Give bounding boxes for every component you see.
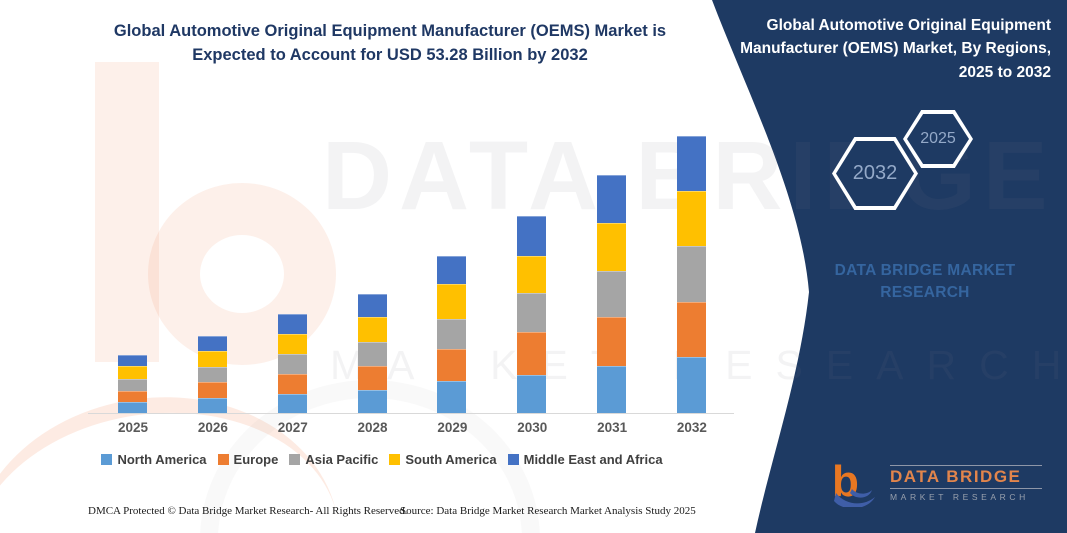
- bar-segment-north-america-2030: [517, 374, 547, 413]
- bar-segment-europe-2029: [437, 349, 467, 382]
- x-axis-label-2026: 2026: [197, 420, 228, 435]
- bar-segment-europe-2025: [118, 390, 147, 402]
- bar-segment-north-america-2032: [676, 356, 706, 413]
- bar-segment-middle-east-and-africa-2030: [517, 215, 547, 256]
- bar-segment-south-america-2029: [437, 284, 467, 319]
- bar-column-2025: [118, 355, 147, 413]
- bar-segment-middle-east-and-africa-2026: [197, 335, 227, 351]
- bar-segment-south-america-2031: [597, 223, 627, 271]
- footer-copyright: DMCA Protected © Data Bridge Market Rese…: [88, 505, 408, 517]
- bar-column-2028: [357, 293, 387, 413]
- legend-label-middle-east-and-africa: Middle East and Africa: [523, 452, 663, 467]
- logo-divider-top: [890, 464, 1042, 466]
- bar-segment-south-america-2032: [676, 190, 706, 247]
- legend-swatch-europe: [217, 454, 229, 465]
- legend-swatch-north-america: [101, 454, 113, 465]
- x-axis-label-2032: 2032: [676, 420, 707, 435]
- legend-item-asia-pacific: Asia Pacific: [289, 452, 378, 467]
- x-axis-label-2031: 2031: [597, 420, 628, 435]
- bar-segment-middle-east-and-africa-2029: [437, 255, 467, 285]
- data-bridge-logo-icon: b: [832, 459, 875, 507]
- legend-label-europe: Europe: [233, 452, 279, 467]
- bar-segment-middle-east-and-africa-2032: [676, 135, 706, 191]
- legend-item-europe: Europe: [217, 452, 279, 467]
- bar-segment-asia-pacific-2027: [277, 354, 307, 375]
- company-logo: b DATA BRIDGE MARKET RESEARCH: [830, 459, 1042, 507]
- bar-segment-asia-pacific-2026: [197, 366, 227, 383]
- bar-segment-middle-east-and-africa-2028: [357, 293, 387, 318]
- legend-swatch-middle-east-and-africa: [507, 454, 519, 465]
- bar-column-2026: [197, 335, 227, 413]
- bar-column-2032: [676, 135, 706, 413]
- legend-item-south-america: South America: [389, 452, 497, 467]
- bar-column-2031: [597, 174, 627, 413]
- logo-title: DATA BRIDGE: [890, 466, 1022, 486]
- bar-segment-south-america-2028: [357, 317, 387, 342]
- bar-segment-south-america-2030: [517, 255, 547, 293]
- bar-segment-north-america-2028: [357, 389, 387, 413]
- bar-segment-europe-2026: [197, 382, 227, 398]
- stacked-bar-chart: [88, 135, 734, 414]
- logo-divider-bottom: [890, 487, 1042, 489]
- bar-segment-north-america-2025: [118, 401, 147, 413]
- legend-label-north-america: North America: [117, 452, 207, 467]
- bar-segment-asia-pacific-2025: [118, 379, 147, 391]
- bar-segment-south-america-2027: [277, 333, 307, 355]
- legend-label-asia-pacific: Asia Pacific: [305, 452, 379, 467]
- legend-item-north-america: North America: [101, 452, 207, 467]
- x-axis-label-2027: 2027: [277, 420, 308, 435]
- bar-segment-north-america-2031: [597, 366, 627, 413]
- x-axis-labels: 2025 2026 2027 2028 2029 2030 2031 2032: [88, 420, 734, 435]
- bar-segment-europe-2031: [597, 317, 627, 367]
- logo-subtitle: MARKET RESEARCH: [890, 491, 1029, 502]
- bar-segment-europe-2027: [277, 374, 307, 394]
- bar-column-2030: [517, 215, 547, 413]
- hexagon-year-2025-label: 2025: [920, 130, 956, 147]
- bar-segment-asia-pacific-2028: [357, 341, 387, 366]
- legend-label-south-america: South America: [405, 452, 497, 467]
- legend-swatch-south-america: [389, 454, 401, 465]
- bar-segment-north-america-2029: [437, 381, 467, 413]
- legend-swatch-asia-pacific: [289, 454, 301, 465]
- bar-segment-asia-pacific-2032: [676, 246, 706, 302]
- x-axis-label-2029: 2029: [437, 420, 468, 435]
- footer-source: Source: Data Bridge Market Research Mark…: [400, 505, 696, 517]
- panel-brand-text: DATA BRIDGE MARKET RESEARCH: [834, 262, 1016, 302]
- bar-segment-middle-east-and-africa-2025: [118, 355, 147, 367]
- bar-segment-europe-2032: [676, 301, 706, 357]
- chart-legend: North America Europe Asia Pacific South Ame…: [88, 452, 676, 467]
- hexagon-year-2032-label: 2032: [852, 162, 898, 184]
- x-axis-label-2025: 2025: [118, 420, 149, 435]
- bar-segment-middle-east-and-africa-2031: [597, 174, 627, 224]
- bar-segment-middle-east-and-africa-2027: [277, 314, 307, 334]
- legend-item-middle-east-and-africa: Middle East and Africa: [507, 452, 663, 467]
- bar-segment-asia-pacific-2030: [517, 292, 547, 332]
- bar-column-2027: [277, 314, 307, 413]
- bar-segment-europe-2028: [357, 365, 387, 390]
- watermark-b-stem: [95, 62, 159, 362]
- bar-segment-south-america-2026: [197, 350, 227, 367]
- bar-column-2029: [437, 255, 467, 413]
- bar-segment-asia-pacific-2029: [437, 318, 467, 350]
- bar-segment-europe-2030: [517, 331, 547, 375]
- bar-segment-north-america-2026: [197, 397, 227, 413]
- company-logo-text: DATA BRIDGE MARKET RESEARCH: [890, 464, 1042, 502]
- panel-title: Global Automotive Original Equipment Man…: [740, 17, 1051, 81]
- x-axis-label-2030: 2030: [517, 420, 548, 435]
- chart-title: Global Automotive Original Equipment Man…: [113, 22, 667, 64]
- bar-segment-asia-pacific-2031: [597, 270, 627, 318]
- x-axis-label-2028: 2028: [357, 420, 388, 435]
- bar-segment-north-america-2027: [277, 393, 307, 413]
- bar-segment-south-america-2025: [118, 366, 147, 380]
